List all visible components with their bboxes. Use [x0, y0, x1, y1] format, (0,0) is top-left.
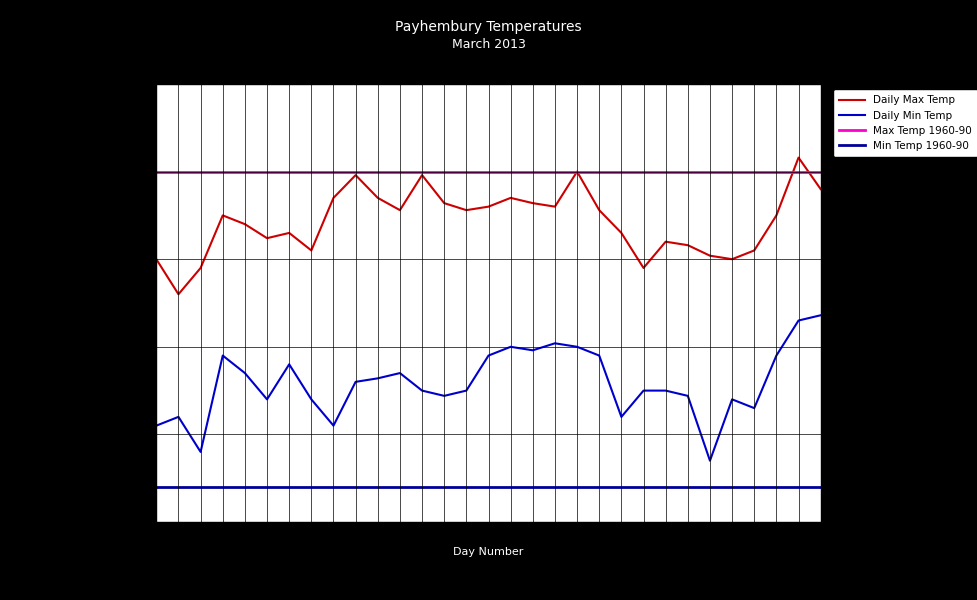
Daily Min Temp — [460, 387, 472, 394]
Daily Max Temp — [549, 203, 561, 210]
Daily Min Temp — [638, 387, 650, 394]
Min Temp 1960-90 — [128, 484, 140, 491]
Daily Max Temp — [616, 229, 627, 236]
Line: Daily Min Temp: Daily Min Temp — [156, 315, 821, 461]
Daily Max Temp — [460, 206, 472, 214]
Daily Max Temp — [306, 247, 318, 254]
Daily Max Temp — [217, 212, 229, 219]
Daily Min Temp — [572, 343, 583, 350]
Daily Min Temp — [748, 404, 760, 412]
Daily Max Temp — [327, 194, 339, 202]
Daily Max Temp — [372, 194, 384, 202]
Daily Max Temp — [261, 235, 273, 242]
Daily Max Temp — [771, 212, 783, 219]
Daily Max Temp — [483, 203, 494, 210]
Y-axis label: Temp (DegC): Temp (DegC) — [119, 267, 129, 339]
Daily Min Temp — [306, 396, 318, 403]
Daily Max Temp — [593, 206, 605, 214]
Daily Max Temp — [416, 172, 428, 179]
Daily Min Temp — [173, 413, 185, 421]
Daily Max Temp — [704, 252, 716, 259]
Daily Min Temp — [815, 311, 827, 319]
X-axis label: Day Number: Day Number — [453, 547, 524, 557]
Legend: Daily Max Temp, Daily Min Temp, Max Temp 1960-90, Min Temp 1960-90: Daily Max Temp, Daily Min Temp, Max Temp… — [832, 89, 977, 157]
Daily Max Temp — [505, 194, 517, 202]
Daily Min Temp — [283, 361, 295, 368]
Daily Min Temp — [659, 387, 671, 394]
Daily Max Temp — [792, 154, 804, 161]
Daily Min Temp — [616, 413, 627, 421]
Daily Max Temp — [394, 206, 405, 214]
Daily Min Temp — [527, 347, 538, 354]
Daily Min Temp — [549, 340, 561, 347]
Daily Max Temp — [682, 242, 694, 249]
Daily Min Temp — [416, 387, 428, 394]
Daily Min Temp — [505, 343, 517, 350]
Daily Min Temp — [194, 448, 206, 455]
Daily Min Temp — [483, 352, 494, 359]
Daily Min Temp — [372, 375, 384, 382]
Daily Max Temp — [439, 200, 450, 207]
Min Temp 1960-90 — [150, 484, 162, 491]
Daily Min Temp — [726, 396, 738, 403]
Daily Max Temp — [527, 200, 538, 207]
Daily Max Temp — [726, 256, 738, 263]
Line: Daily Max Temp: Daily Max Temp — [156, 158, 821, 294]
Daily Min Temp — [350, 378, 361, 385]
Daily Min Temp — [150, 422, 162, 429]
Daily Min Temp — [439, 392, 450, 400]
Daily Max Temp — [239, 221, 251, 228]
Daily Max Temp — [748, 247, 760, 254]
Text: Payhembury Temperatures: Payhembury Temperatures — [395, 20, 582, 34]
Daily Min Temp — [217, 352, 229, 359]
Daily Max Temp — [350, 172, 361, 179]
Daily Min Temp — [394, 370, 405, 377]
Max Temp 1960-90 — [128, 168, 140, 175]
Daily Max Temp — [638, 265, 650, 272]
Daily Max Temp — [283, 229, 295, 236]
Daily Min Temp — [704, 457, 716, 464]
Daily Min Temp — [771, 352, 783, 359]
Max Temp 1960-90 — [150, 168, 162, 175]
Daily Min Temp — [682, 392, 694, 400]
Text: March 2013: March 2013 — [451, 38, 526, 52]
Daily Max Temp — [659, 238, 671, 245]
Daily Min Temp — [327, 422, 339, 429]
Daily Min Temp — [261, 396, 273, 403]
Daily Min Temp — [593, 352, 605, 359]
Daily Max Temp — [173, 290, 185, 298]
Daily Max Temp — [572, 168, 583, 175]
Daily Max Temp — [194, 265, 206, 272]
Daily Min Temp — [792, 317, 804, 324]
Daily Max Temp — [150, 256, 162, 263]
Daily Max Temp — [815, 185, 827, 193]
Daily Min Temp — [239, 370, 251, 377]
